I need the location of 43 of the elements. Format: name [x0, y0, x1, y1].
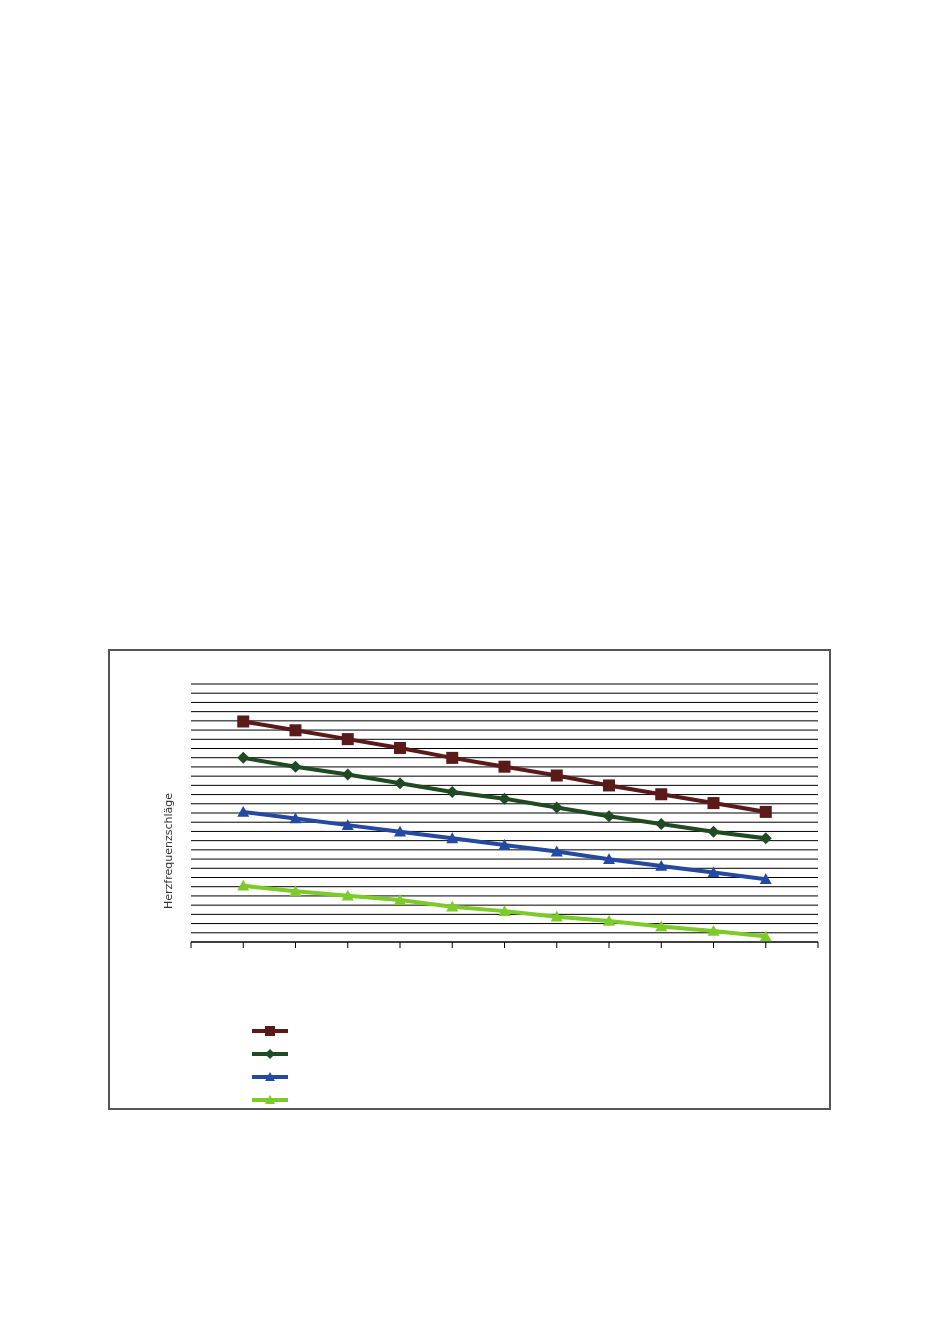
- point: [498, 905, 511, 916]
- point: [759, 805, 772, 818]
- point: [550, 769, 563, 782]
- point: [707, 825, 720, 838]
- point: [341, 733, 354, 746]
- point: [341, 889, 354, 901]
- point: [498, 838, 511, 850]
- point: [550, 801, 563, 814]
- point: [655, 859, 668, 871]
- point: [759, 873, 772, 884]
- point: [341, 768, 354, 781]
- point: [237, 751, 250, 764]
- point: [394, 894, 406, 905]
- y-axis-title: Herzfrequenzschläge: [162, 792, 175, 911]
- point: [655, 788, 668, 801]
- point: [603, 915, 615, 926]
- point: [394, 741, 406, 754]
- point: [446, 751, 459, 764]
- point: [237, 805, 250, 817]
- point: [289, 812, 302, 824]
- point: [655, 920, 668, 932]
- point: [394, 777, 406, 790]
- point: [498, 760, 511, 773]
- point: [289, 885, 302, 897]
- point: [707, 866, 720, 878]
- point: [759, 930, 772, 942]
- point: [603, 853, 615, 865]
- point: [237, 715, 250, 728]
- point: [498, 792, 511, 805]
- point: [550, 910, 563, 922]
- point: [289, 724, 302, 737]
- point: [237, 879, 250, 891]
- point: [603, 810, 615, 823]
- point: [341, 819, 354, 830]
- point: [289, 760, 302, 773]
- point: [759, 832, 772, 845]
- point: [550, 845, 563, 857]
- point: [707, 924, 720, 936]
- point: [446, 900, 459, 912]
- point: [394, 825, 406, 837]
- point: [603, 779, 615, 792]
- point: [707, 797, 720, 810]
- point: [446, 832, 459, 844]
